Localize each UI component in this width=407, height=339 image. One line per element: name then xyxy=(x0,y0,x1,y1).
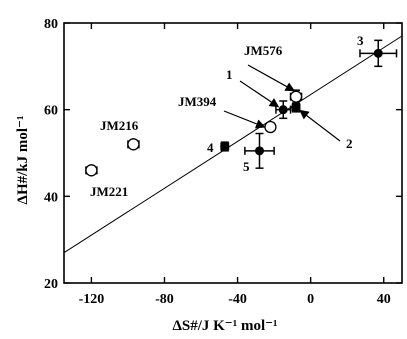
y-tick-label: 20 xyxy=(44,277,58,292)
x-axis-title: ΔS#/J K⁻¹ mol⁻¹ xyxy=(172,318,277,334)
x-tick-label: -120 xyxy=(79,292,105,307)
point-label-jm394: JM394 xyxy=(178,94,217,109)
point-label-jm216: JM216 xyxy=(100,118,139,133)
axes-layer: -120 -80 -40 0 40 20 40 60 80 xyxy=(44,17,403,307)
point-label-jm576: JM576 xyxy=(244,43,283,58)
data-point-5 xyxy=(254,146,264,156)
label-arrow xyxy=(223,110,266,129)
plot-frame xyxy=(63,22,403,284)
point-label-5: 5 xyxy=(243,159,250,174)
point-label-3: 3 xyxy=(357,33,364,48)
data-point-jm576 xyxy=(289,90,303,103)
x-tick-label: -80 xyxy=(155,292,174,307)
points-layer xyxy=(85,39,398,177)
x-tick-label: 0 xyxy=(307,292,314,307)
y-axis-title: ΔH#/kJ mol⁻¹ xyxy=(15,116,31,205)
label-arrow xyxy=(299,109,341,142)
arrows-layer xyxy=(223,64,341,142)
fit-line xyxy=(63,35,403,254)
y-tick-label: 40 xyxy=(44,190,58,205)
label-arrow xyxy=(239,80,280,108)
point-label-jm221: JM221 xyxy=(90,184,128,199)
x-tick-label: 40 xyxy=(377,292,391,307)
data-point-1 xyxy=(278,105,288,115)
data-point-2 xyxy=(291,103,301,112)
point-label-1: 1 xyxy=(226,67,233,82)
x-tick-label: -40 xyxy=(228,292,247,307)
y-tick-label: 60 xyxy=(44,104,58,119)
data-point-3 xyxy=(373,48,383,58)
point-label-4: 4 xyxy=(207,140,214,155)
label-arrow xyxy=(247,64,296,92)
point-label-2: 2 xyxy=(346,136,353,151)
data-point-jm394 xyxy=(264,120,277,134)
data-point-jm221 xyxy=(85,164,98,177)
y-tick-label: 80 xyxy=(44,17,58,32)
data-point-4 xyxy=(220,142,230,151)
data-point-jm216 xyxy=(127,138,140,151)
fit-line-layer xyxy=(63,35,403,254)
